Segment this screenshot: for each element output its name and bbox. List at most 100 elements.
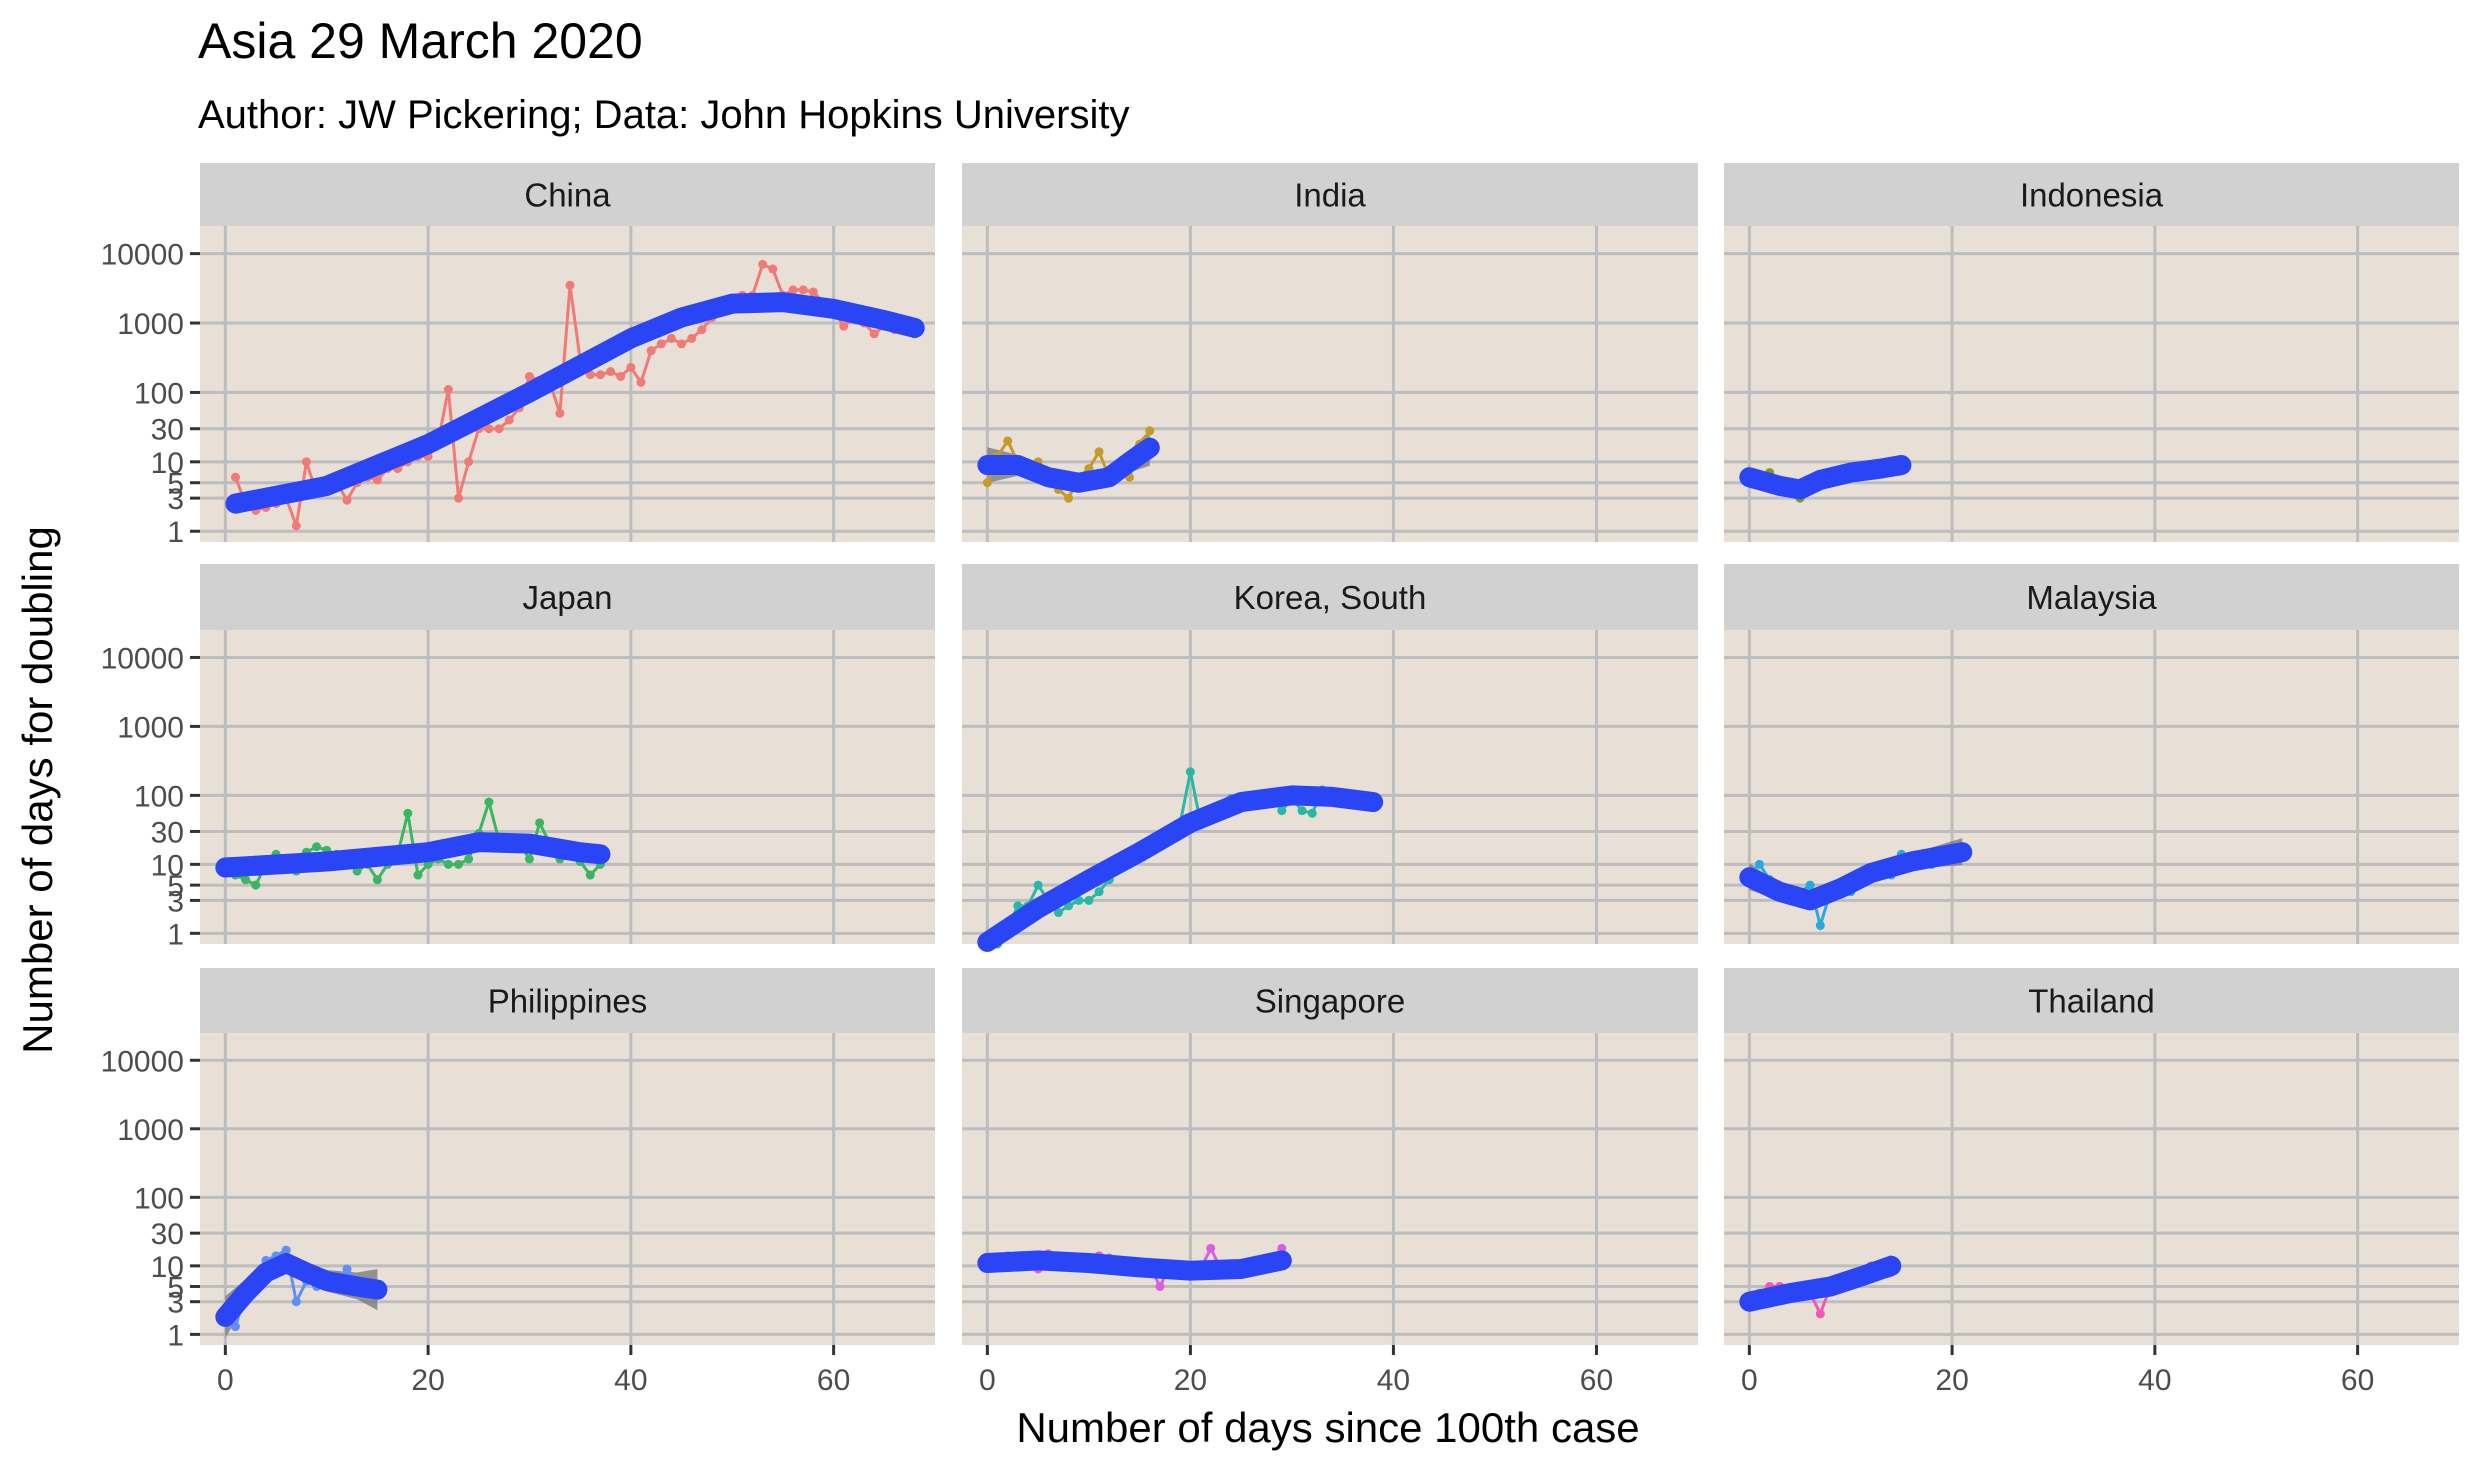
chart-title: Asia 29 March 2020 — [198, 13, 643, 69]
data-point — [646, 346, 656, 356]
data-point — [758, 259, 768, 269]
panel-korea-south: Korea, South — [962, 564, 1698, 952]
data-point — [443, 385, 453, 395]
data-point — [464, 457, 474, 467]
data-point — [1754, 859, 1764, 869]
data-point — [1013, 901, 1023, 911]
facet-strip — [1724, 564, 2459, 630]
data-point — [291, 521, 301, 531]
panel-background — [200, 1033, 935, 1345]
x-tick-label: 60 — [817, 1364, 850, 1397]
x-tick-label: 20 — [411, 1364, 444, 1397]
data-point — [656, 339, 666, 349]
x-tick-label: 40 — [2138, 1364, 2171, 1397]
facet-strip-label: India — [1294, 177, 1366, 214]
x-tick-label: 0 — [979, 1364, 996, 1397]
x-tick-label: 20 — [1935, 1364, 1968, 1397]
data-point — [1003, 436, 1013, 446]
y-tick-label: 30 — [151, 816, 184, 849]
y-axis-tick-labels: 1351030100100010000135103010010001000013… — [101, 239, 200, 1352]
panel-background — [962, 1033, 1698, 1345]
smooth-fit-line — [977, 785, 1384, 952]
y-tick-label: 100 — [134, 780, 184, 813]
data-point — [595, 370, 605, 380]
panel-background — [200, 630, 935, 944]
facet-strip-label: Japan — [523, 579, 613, 616]
data-point — [504, 415, 514, 425]
data-point — [626, 362, 636, 372]
data-point — [312, 842, 322, 852]
facet-strip-label: Philippines — [488, 983, 648, 1020]
y-tick-label: 30 — [151, 1218, 184, 1251]
data-point — [1155, 1281, 1165, 1291]
chart-subtitle: Author: JW Pickering; Data: John Hopkins… — [198, 93, 1129, 137]
smooth-fit-line — [1739, 1255, 1902, 1312]
data-point — [555, 408, 565, 418]
y-tick-label: 10 — [151, 849, 184, 882]
y-axis-title: Number of days for doubling — [14, 526, 61, 1054]
facet-strip-label: Singapore — [1255, 983, 1405, 1020]
data-point — [342, 1264, 352, 1274]
data-point — [666, 333, 676, 343]
panel-japan: Japan — [200, 564, 935, 944]
facet-strip — [200, 163, 935, 226]
data-point — [636, 377, 646, 387]
y-tick-label: 1000 — [117, 308, 184, 341]
data-point — [454, 493, 464, 503]
y-tick-label: 1 — [167, 1319, 184, 1352]
data-point — [464, 854, 474, 864]
smooth-fit-line — [215, 832, 611, 878]
x-tick-label: 40 — [614, 1364, 647, 1397]
data-point — [484, 797, 494, 807]
data-point — [454, 859, 464, 869]
data-point — [230, 1322, 240, 1332]
data-point — [565, 280, 575, 290]
data-point — [230, 472, 240, 482]
y-tick-label: 5 — [167, 870, 184, 903]
data-point — [524, 371, 534, 381]
data-point — [1815, 1309, 1825, 1319]
facet-strip-label: Thailand — [2028, 983, 2155, 1020]
data-point — [291, 1297, 301, 1307]
y-tick-label: 1000 — [117, 711, 184, 744]
data-point — [1206, 1243, 1216, 1253]
y-tick-label: 10000 — [101, 239, 184, 272]
data-point — [808, 287, 818, 297]
data-point — [524, 854, 534, 864]
data-point — [798, 285, 808, 295]
data-point — [687, 333, 697, 343]
data-point — [413, 870, 423, 880]
x-tick-label: 0 — [1741, 1364, 1758, 1397]
panel-indonesia: Indonesia — [1724, 163, 2459, 542]
data-point — [982, 478, 992, 488]
data-point — [1084, 895, 1094, 905]
y-tick-label: 5 — [167, 468, 184, 501]
y-tick-label: 10000 — [101, 1045, 184, 1078]
data-point — [1064, 493, 1074, 503]
data-point — [768, 264, 778, 274]
y-tick-label: 10 — [151, 1251, 184, 1284]
facet-strip — [200, 564, 935, 630]
facet-strip — [200, 968, 935, 1033]
data-point — [494, 424, 504, 434]
panel-background — [962, 226, 1698, 542]
data-point — [281, 1245, 291, 1255]
y-tick-label: 30 — [151, 414, 184, 447]
data-point — [1033, 880, 1043, 890]
y-tick-label: 1 — [167, 516, 184, 549]
facet-strip-label: Korea, South — [1234, 579, 1427, 616]
facet-strip-label: Indonesia — [2020, 177, 2164, 214]
facet-strip — [1724, 968, 2459, 1033]
facet-strip — [1724, 163, 2459, 226]
x-tick-label: 0 — [217, 1364, 234, 1397]
facet-strip — [962, 564, 1698, 630]
y-tick-label: 3 — [167, 1287, 184, 1320]
y-tick-label: 5 — [167, 1271, 184, 1304]
data-point — [372, 875, 382, 885]
data-point — [1074, 895, 1084, 905]
smooth-fit-line — [215, 1253, 388, 1327]
data-point — [241, 875, 251, 885]
data-point — [443, 859, 453, 869]
data-point — [403, 808, 413, 818]
